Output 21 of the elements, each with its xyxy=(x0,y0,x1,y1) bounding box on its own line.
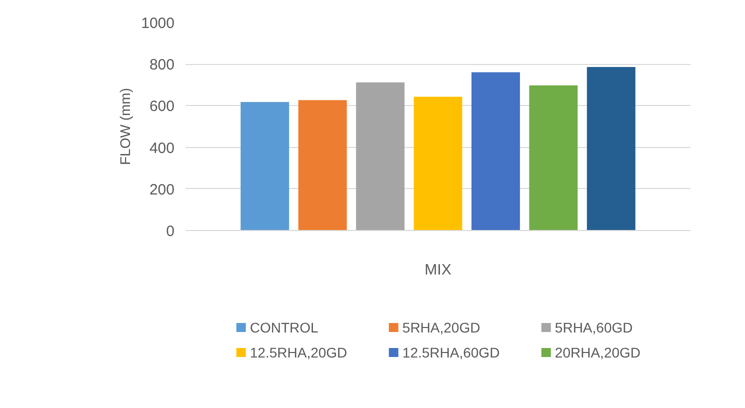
legend-label: 20RHA,20GD xyxy=(554,344,641,360)
x-tick-label: MIX xyxy=(424,262,452,278)
y-tick-label: 0 xyxy=(166,223,174,240)
bar xyxy=(586,67,636,230)
y-axis-title: FLOW (mm) xyxy=(117,88,134,165)
legend-label: 12.5RHA,60GD xyxy=(402,344,500,360)
bar xyxy=(471,72,520,230)
legend-label: 5RHA,20GD xyxy=(402,320,480,336)
y-tick-label: 800 xyxy=(149,56,175,74)
y-tick-label: 600 xyxy=(149,98,175,116)
y-tick-label: 1000 xyxy=(141,15,175,32)
bar xyxy=(529,85,578,230)
bar xyxy=(414,96,462,230)
y-tick-label: 200 xyxy=(149,181,175,198)
legend-label: 12.5RHA,20GD xyxy=(250,344,348,360)
legend-label: 5RHA,60GD xyxy=(554,320,633,336)
legend-label: CONTROL xyxy=(250,320,319,336)
bar xyxy=(356,82,405,230)
bar xyxy=(240,102,290,230)
y-tick-label: 400 xyxy=(149,140,175,157)
bar xyxy=(298,100,347,230)
